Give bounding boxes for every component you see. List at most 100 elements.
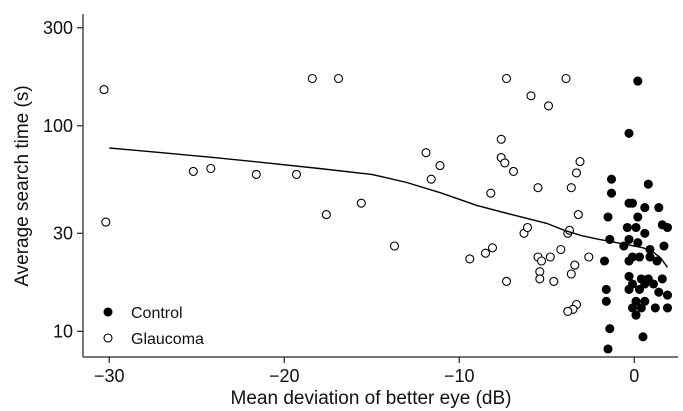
control-point (624, 128, 634, 138)
glaucoma-point (356, 198, 366, 208)
y-tick-label-100: 100 (43, 116, 73, 136)
glaucoma-point (500, 158, 510, 168)
glaucoma-point (426, 174, 436, 184)
control-point (633, 212, 643, 222)
glaucoma-point (501, 276, 512, 286)
glaucoma-point (566, 183, 576, 193)
glaucoma-point (533, 183, 543, 193)
control-point (627, 303, 638, 313)
control-point (657, 274, 667, 284)
glaucoma-point (566, 269, 576, 279)
x-tick-label--10: −10 (444, 366, 475, 386)
control-point (601, 296, 611, 306)
control-point (631, 310, 641, 320)
glaucoma-point (556, 244, 566, 255)
legend-marker-glaucoma (103, 333, 113, 343)
control-point (662, 303, 673, 313)
glaucoma-point (573, 210, 583, 220)
legend-label-control: Control (131, 305, 183, 322)
glaucoma-point (571, 168, 582, 178)
control-point (603, 344, 613, 354)
glaucoma-point (251, 169, 261, 179)
series-control (599, 76, 673, 354)
control-point (643, 179, 653, 189)
glaucoma-point (522, 222, 533, 233)
x-axis-label: Mean deviation of better eye (dB) (231, 388, 512, 409)
x-ticks: −30 −20 −10 0 (94, 357, 639, 386)
glaucoma-point (570, 260, 580, 270)
glaucoma-point (421, 148, 431, 158)
glaucoma-point (206, 163, 216, 174)
series-glaucoma (99, 73, 594, 316)
glaucoma-point (545, 252, 555, 262)
glaucoma-point (333, 73, 344, 84)
glaucoma-point (486, 188, 496, 198)
control-point (634, 284, 645, 294)
glaucoma-point (480, 248, 491, 258)
y-tick-label-10: 10 (53, 321, 73, 341)
control-point (622, 222, 632, 233)
control-point (652, 256, 662, 266)
control-point (601, 284, 611, 294)
glaucoma-point (536, 256, 547, 266)
control-point (648, 279, 659, 289)
control-point (662, 222, 673, 233)
glaucoma-point (535, 274, 545, 284)
control-point (624, 234, 634, 244)
glaucoma-point (487, 243, 498, 253)
x-tick-label-0: 0 (629, 366, 639, 386)
glaucoma-point (526, 91, 536, 101)
control-point (662, 290, 673, 300)
glaucoma-point (543, 101, 554, 111)
control-point (654, 287, 664, 297)
glaucoma-point (291, 169, 302, 179)
control-point (640, 279, 650, 289)
control-point (640, 203, 650, 213)
control-point (659, 241, 669, 251)
glaucoma-point (101, 217, 111, 227)
control-point (636, 303, 646, 313)
control-point (624, 271, 634, 281)
glaucoma-point (188, 166, 198, 176)
control-point (627, 198, 638, 208)
control-point (634, 252, 645, 262)
control-point (603, 212, 613, 222)
glaucoma-point (584, 252, 594, 262)
control-point (624, 256, 634, 266)
plot-area (99, 73, 673, 354)
glaucoma-point (307, 73, 317, 84)
legend: Control Glaucoma (103, 305, 204, 348)
y-axis: 10 30 100 300 Average search time (s) (12, 14, 84, 357)
glaucoma-point (99, 85, 109, 95)
glaucoma-point (575, 157, 585, 167)
x-tick-label--30: −30 (94, 366, 125, 386)
control-point (624, 284, 634, 294)
glaucoma-point (549, 276, 559, 286)
y-tick-label-30: 30 (53, 223, 73, 243)
control-point (638, 332, 648, 342)
glaucoma-point (501, 73, 512, 84)
y-tick-label-300: 300 (43, 18, 73, 38)
glaucoma-point (563, 306, 573, 316)
x-tick-label--20: −20 (269, 366, 300, 386)
control-point (640, 228, 650, 238)
y-ticks: 10 30 100 300 (43, 18, 83, 341)
legend-marker-control (103, 307, 113, 317)
control-point (606, 174, 617, 184)
x-axis: −30 −20 −10 0 Mean deviation of better eye … (83, 356, 678, 409)
control-point (645, 252, 655, 262)
control-point (633, 76, 643, 86)
control-point (654, 203, 664, 213)
control-point (599, 256, 610, 266)
trend-line (109, 147, 669, 268)
glaucoma-point (561, 73, 571, 84)
glaucoma-point (508, 166, 519, 176)
glaucoma-point (465, 254, 475, 264)
y-axis-label: Average search time (s) (12, 85, 33, 286)
control-point (650, 303, 660, 313)
legend-label-glaucoma: Glaucoma (131, 331, 204, 348)
control-point (631, 222, 641, 233)
glaucoma-point (496, 134, 506, 144)
glaucoma-point (435, 161, 445, 171)
